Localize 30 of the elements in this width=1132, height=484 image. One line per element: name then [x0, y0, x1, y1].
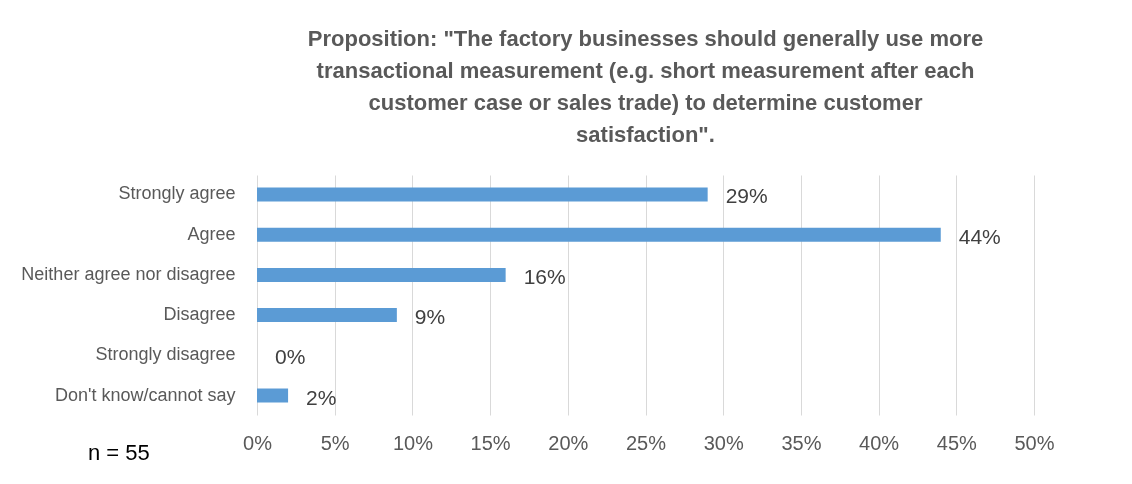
text: n = 55 — [88, 440, 150, 466]
x-tick-label: 35% — [781, 431, 822, 454]
x-tick-label: 10% — [392, 431, 434, 454]
x-tick-label: 15% — [470, 431, 511, 454]
x-tick-label: 0% — [243, 431, 273, 454]
y-tick-label: Don't know/cannot say — [54, 384, 236, 405]
data-label: 44% — [958, 224, 1001, 248]
x-tick-label: 25% — [625, 431, 667, 454]
bar — [257, 388, 289, 403]
y-tick-label: Agree — [187, 223, 236, 244]
y-tick-label: Strongly disagree — [95, 344, 236, 365]
x-tick-label: 30% — [703, 431, 744, 454]
x-tick-label: 20% — [548, 431, 589, 454]
bar — [257, 227, 941, 242]
x-tick-label: 5% — [320, 431, 350, 454]
data-label: 29% — [725, 184, 768, 208]
x-tick-label: 40% — [859, 431, 900, 454]
chart-title: Proposition: "The factory businesses should generally use more transactional measurement (e.g. short measurement after each customer case or sales trade) to determine customer satisfaction". — [307, 26, 984, 147]
data-label: 16% — [523, 264, 566, 288]
x-tick-label: 50% — [1014, 431, 1055, 454]
data-label: 2% — [306, 385, 337, 409]
data-label: 9% — [414, 305, 446, 329]
bar — [257, 187, 708, 202]
y-tick-label: Disagree — [163, 304, 236, 325]
y-tick-label: Strongly agree — [118, 183, 236, 204]
bar — [257, 308, 397, 323]
data-label: 0% — [275, 345, 306, 369]
bar — [257, 267, 506, 282]
y-tick-label: Neither agree nor disagree — [21, 263, 236, 284]
x-tick-label: 45% — [936, 431, 978, 454]
